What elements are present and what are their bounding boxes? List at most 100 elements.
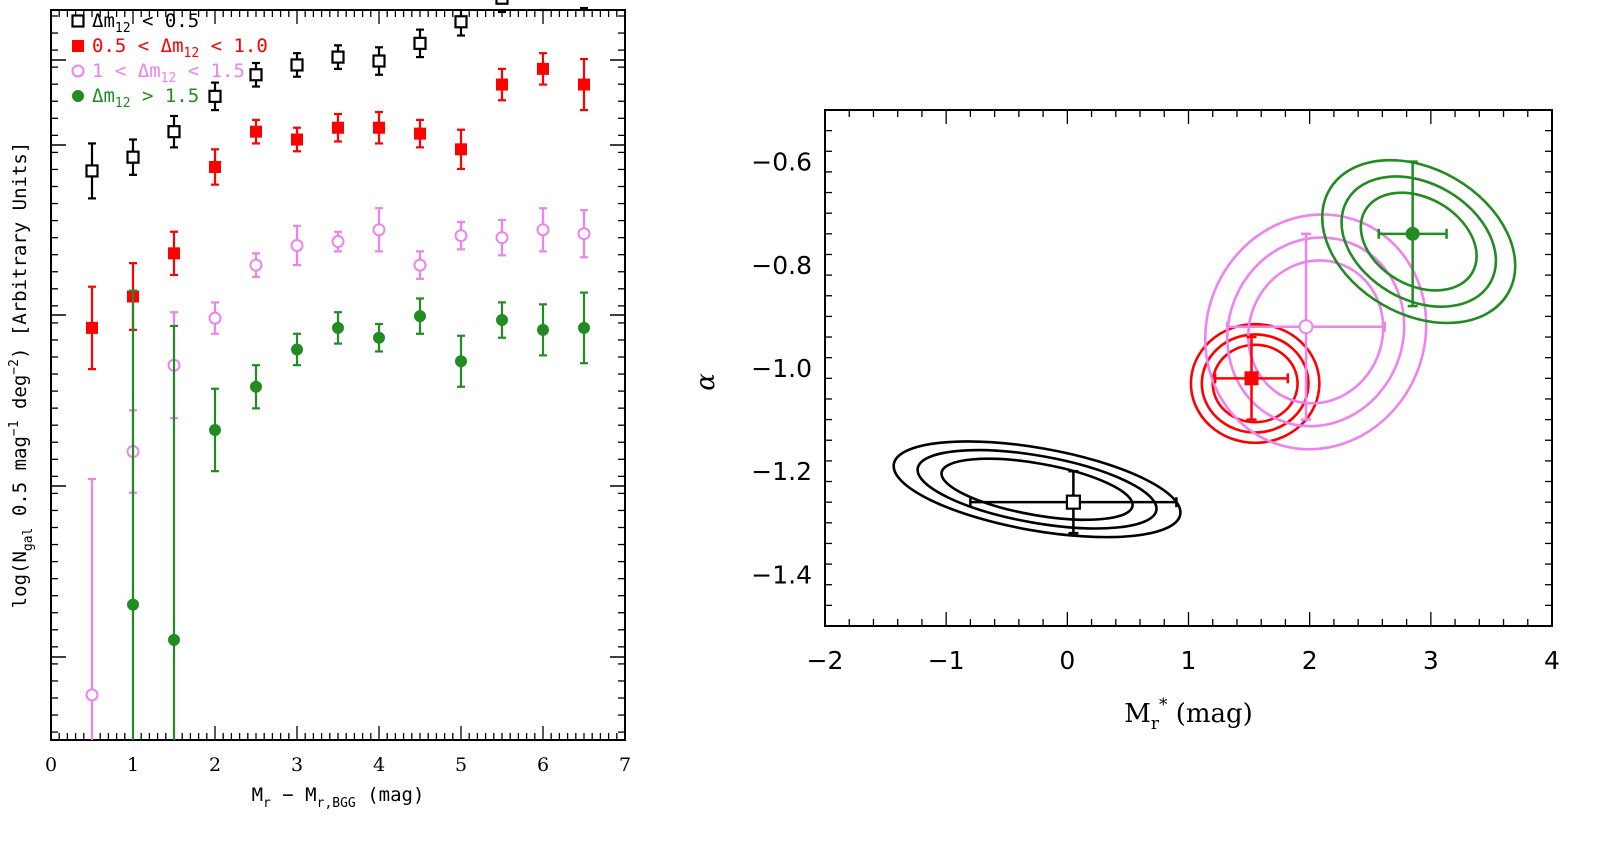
legend-text: < 0.5 bbox=[131, 10, 200, 32]
legend-label: Δm12 < 0.5 bbox=[92, 10, 199, 36]
legend-label: 1 < Δm12 < 1.5 bbox=[92, 60, 245, 86]
best-fit-point bbox=[969, 469, 1178, 535]
data-point bbox=[496, 78, 508, 91]
left-y-axis-label: log(Ngal 0.5 mag−1 deg−2) [Arbitrary Uni… bbox=[7, 142, 36, 609]
legend-text: 0.5 < Δm bbox=[92, 35, 184, 57]
x-tick-label: 3 bbox=[1423, 646, 1439, 675]
data-point bbox=[495, 231, 509, 245]
y-tick-label: −1.0 bbox=[751, 354, 812, 383]
right-data-marks bbox=[969, 160, 1448, 535]
contour-line bbox=[892, 440, 1182, 539]
y-tick-label: −1.2 bbox=[751, 457, 812, 486]
legend-subscript: 12 bbox=[161, 71, 177, 86]
data-point bbox=[413, 36, 427, 50]
right-y-axis-label: α bbox=[691, 373, 721, 391]
data-point bbox=[495, 0, 509, 5]
x-tick-label: 0 bbox=[45, 754, 57, 776]
data-point bbox=[1065, 494, 1081, 510]
data-point bbox=[414, 127, 426, 140]
data-point bbox=[71, 14, 85, 28]
legend-text: Δm bbox=[92, 85, 115, 107]
x-tick-label: 3 bbox=[291, 754, 303, 776]
data-point bbox=[209, 160, 221, 173]
legend-subscript: 12 bbox=[115, 96, 131, 111]
data-point bbox=[250, 125, 262, 138]
y-tick-label: −0.6 bbox=[751, 148, 812, 177]
x-tick-label: 4 bbox=[373, 754, 385, 776]
contour-set bbox=[1320, 158, 1517, 325]
contour-line bbox=[1225, 236, 1406, 428]
series-filled-circle bbox=[127, 289, 590, 740]
legend-text: > 1.5 bbox=[131, 85, 200, 107]
data-point bbox=[373, 331, 385, 344]
x-tick-label: −2 bbox=[807, 646, 844, 675]
left-data-marks bbox=[85, 0, 591, 740]
data-point bbox=[1298, 319, 1314, 335]
contour-set bbox=[1203, 213, 1428, 451]
best-fit-point bbox=[1226, 232, 1387, 421]
data-point bbox=[168, 633, 180, 646]
contour-set bbox=[892, 440, 1182, 539]
best-fit-point bbox=[1213, 335, 1290, 421]
left-axis-ticks bbox=[50, 10, 626, 740]
data-point bbox=[454, 229, 468, 243]
legend-text: Δm bbox=[92, 10, 115, 32]
y-tick-label: −1.4 bbox=[751, 560, 812, 589]
data-point bbox=[71, 64, 85, 78]
x-tick-label: 4 bbox=[1544, 646, 1560, 675]
data-point bbox=[72, 40, 84, 52]
data-point bbox=[455, 143, 467, 156]
legend-text: 1 < Δm bbox=[92, 60, 161, 82]
data-point bbox=[1405, 226, 1420, 241]
data-point bbox=[373, 121, 385, 134]
x-tick-label: 2 bbox=[1302, 646, 1318, 675]
data-point bbox=[85, 164, 99, 178]
data-point bbox=[372, 54, 386, 68]
x-tick-label: 1 bbox=[1181, 646, 1197, 675]
data-point bbox=[290, 58, 304, 72]
legend-subscript: 12 bbox=[115, 21, 131, 36]
data-point bbox=[167, 125, 181, 139]
data-point bbox=[291, 133, 303, 146]
legend-label: 0.5 < Δm12 < 1.0 bbox=[92, 35, 268, 61]
x-tick-label: 6 bbox=[537, 754, 549, 776]
left-x-axis-label: Mr − Mr,BGG (mag) bbox=[252, 784, 425, 811]
data-point bbox=[250, 380, 262, 393]
x-tick-label: 5 bbox=[455, 754, 467, 776]
data-point bbox=[126, 150, 140, 164]
contour-line bbox=[1320, 158, 1517, 325]
data-point bbox=[536, 223, 550, 237]
data-point bbox=[372, 223, 386, 237]
legend-text: < 1.5 bbox=[176, 60, 245, 82]
legend-label: Δm12 > 1.5 bbox=[92, 85, 199, 111]
contour-line bbox=[1246, 259, 1385, 405]
legend-subscript: 12 bbox=[184, 46, 200, 61]
data-point bbox=[496, 314, 508, 327]
data-point bbox=[332, 321, 344, 334]
data-point bbox=[290, 238, 304, 252]
contour-line bbox=[1340, 175, 1498, 309]
data-point bbox=[72, 90, 84, 102]
data-point bbox=[209, 423, 221, 436]
series-open-square bbox=[85, 0, 588, 200]
contour-line bbox=[1203, 213, 1428, 451]
left-tick-labels: 0 1 2 3 4 5 6 7 bbox=[45, 754, 631, 776]
data-point bbox=[578, 78, 590, 91]
x-tick-label: 0 bbox=[1059, 646, 1075, 675]
right-axis-ticks bbox=[824, 109, 1553, 627]
legend-text: < 1.0 bbox=[199, 35, 268, 57]
right-panel: −2 −1 0 1 2 3 4−1.4−1.2−1.0−0.8−0.6 Mr* (mag) … bbox=[691, 109, 1560, 734]
data-point bbox=[537, 323, 549, 336]
contour-line bbox=[1359, 191, 1478, 292]
right-contours bbox=[892, 158, 1517, 539]
contour-line bbox=[1189, 322, 1321, 445]
data-point bbox=[578, 321, 590, 334]
data-point bbox=[454, 15, 468, 29]
y-tick-label: −0.8 bbox=[751, 251, 812, 280]
data-point bbox=[1244, 371, 1259, 386]
contour-line bbox=[940, 457, 1134, 522]
data-point bbox=[86, 321, 98, 334]
best-fit-point bbox=[1377, 160, 1448, 308]
